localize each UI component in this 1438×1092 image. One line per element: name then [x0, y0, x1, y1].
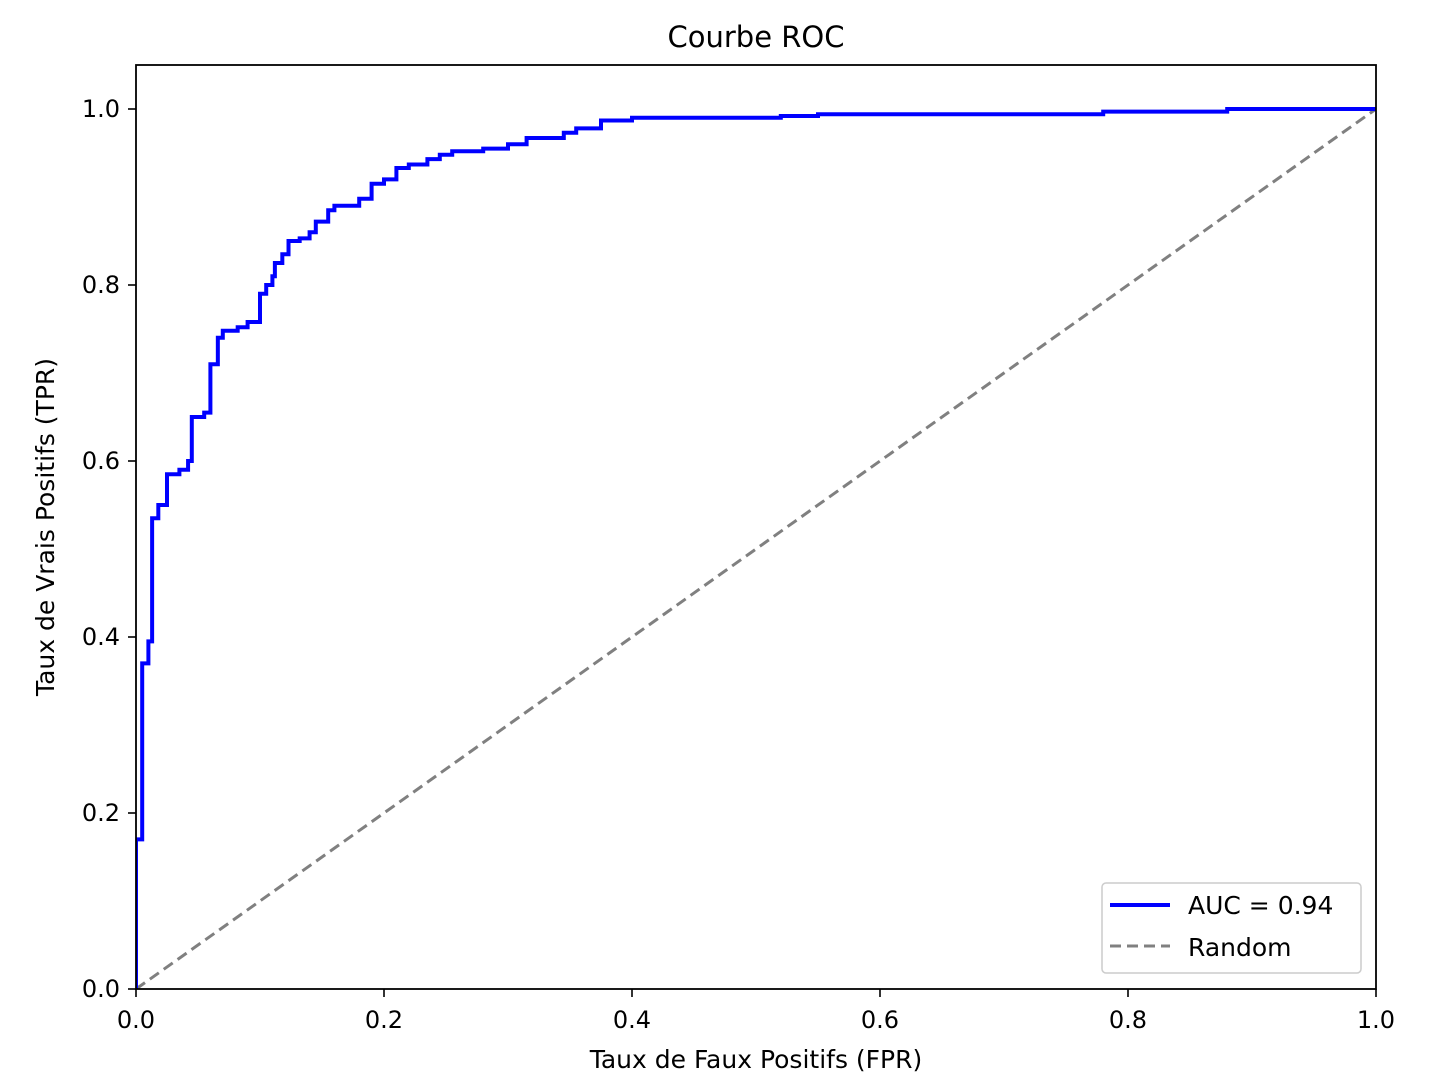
y-axis-label: Taux de Vrais Positifs (TPR)	[31, 358, 60, 697]
x-tick-label: 0.6	[861, 1006, 899, 1034]
x-tick-label: 0.2	[365, 1006, 403, 1034]
y-tick-label: 0.0	[82, 975, 120, 1003]
x-axis-label: Taux de Faux Positifs (FPR)	[589, 1045, 923, 1074]
x-tick-label: 0.8	[1109, 1006, 1147, 1034]
roc-curve-line	[136, 107, 1376, 989]
legend: AUC = 0.94 Random	[1101, 882, 1362, 974]
plot-area	[136, 107, 1376, 989]
y-tick-label: 0.2	[82, 799, 120, 827]
random-baseline-line	[136, 107, 1376, 989]
y-tick-label: 0.8	[82, 271, 120, 299]
legend-label-random: Random	[1188, 933, 1292, 962]
x-tick-label: 1.0	[1357, 1006, 1395, 1034]
legend-label-auc: AUC = 0.94	[1188, 891, 1333, 920]
axes: 0.0 0.2 0.4 0.6 0.8 1.0 0.0 0.2 0.4 0.6 0.8 1.0	[82, 64, 1395, 1034]
y-tick-label: 1.0	[82, 95, 120, 123]
x-tick-label: 0.0	[117, 1006, 155, 1034]
y-tick-label: 0.4	[82, 623, 120, 651]
x-tick-label: 0.4	[613, 1006, 651, 1034]
chart-title: Courbe ROC	[668, 20, 845, 54]
y-tick-label: 0.6	[82, 447, 120, 475]
axes-frame	[135, 64, 1377, 990]
